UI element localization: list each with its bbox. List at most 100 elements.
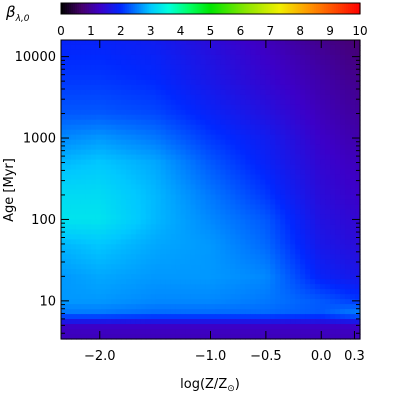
heatmap-cell xyxy=(330,49,336,56)
heatmap-cell xyxy=(340,234,346,240)
heatmap-cell xyxy=(185,269,192,275)
heatmap-cell xyxy=(330,184,336,191)
heatmap-cell xyxy=(130,174,137,181)
heatmap-cell xyxy=(190,209,197,216)
heatmap-cell xyxy=(275,144,281,151)
heatmap-cell xyxy=(85,269,92,275)
heatmap-cell xyxy=(295,44,301,51)
heatmap-cell xyxy=(140,94,147,101)
heatmap-cell xyxy=(285,159,291,166)
heatmap-cell xyxy=(345,184,351,191)
heatmap-cell xyxy=(95,129,102,136)
heatmap-cell xyxy=(180,54,187,61)
heatmap-cell xyxy=(345,134,351,141)
heatmap-cell xyxy=(265,139,271,146)
heatmap-cell xyxy=(195,194,202,201)
heatmap-cell xyxy=(170,299,177,305)
heatmap-cell xyxy=(125,244,132,250)
heatmap-cell xyxy=(315,209,321,216)
heatmap-cell xyxy=(240,69,246,76)
heatmap-cell xyxy=(145,169,152,176)
heatmap-cell xyxy=(235,154,241,161)
heatmap-cell xyxy=(250,324,256,330)
heatmap-cell xyxy=(61,199,67,206)
heatmap-cell xyxy=(210,89,217,96)
heatmap-cell xyxy=(305,104,311,111)
heatmap-cell xyxy=(140,324,147,330)
heatmap-cell xyxy=(185,114,192,121)
heatmap-cell xyxy=(110,94,117,101)
heatmap-cell xyxy=(95,219,102,225)
heatmap-cell xyxy=(240,124,246,131)
heatmap-cell xyxy=(145,144,152,151)
heatmap-cell xyxy=(315,329,321,335)
heatmap-cell xyxy=(185,224,192,230)
heatmap-cell xyxy=(120,134,127,141)
heatmap-cell xyxy=(95,94,102,101)
heatmap-cell xyxy=(210,54,217,61)
heatmap-cell xyxy=(245,104,251,111)
heatmap-cell xyxy=(330,309,336,315)
heatmap-cell xyxy=(225,119,232,126)
heatmap-cell xyxy=(85,299,92,305)
heatmap-cell xyxy=(105,194,112,201)
heatmap-cell xyxy=(90,284,97,290)
heatmap-cell xyxy=(135,194,142,201)
heatmap-cell xyxy=(310,59,316,66)
heatmap-cell xyxy=(265,99,271,106)
heatmap-cell xyxy=(100,294,107,300)
heatmap-cell xyxy=(300,314,306,320)
heatmap-cell xyxy=(200,259,207,265)
heatmap-cell xyxy=(115,314,122,320)
heatmap-cell xyxy=(75,224,82,230)
heatmap-cell xyxy=(105,174,112,181)
heatmap-cell xyxy=(305,184,311,191)
heatmap-cell xyxy=(75,49,82,56)
heatmap-cell xyxy=(210,229,217,235)
heatmap-cell xyxy=(305,40,311,46)
heatmap-cell xyxy=(65,94,72,101)
heatmap-cell xyxy=(175,124,182,131)
heatmap-cell xyxy=(270,314,276,320)
heatmap-cell xyxy=(260,239,266,245)
colorbar-swatch xyxy=(322,3,325,14)
heatmap-cell xyxy=(195,184,202,191)
heatmap-cell xyxy=(120,269,127,275)
heatmap-cell xyxy=(65,244,72,250)
heatmap-cell xyxy=(200,64,207,71)
heatmap-cell xyxy=(110,99,117,106)
heatmap-cell xyxy=(255,59,261,66)
heatmap-cell xyxy=(135,104,142,111)
heatmap-cell xyxy=(200,179,207,186)
heatmap-cell xyxy=(100,309,107,315)
heatmap-cell xyxy=(85,84,92,91)
heatmap-cell xyxy=(85,229,92,235)
heatmap-cell xyxy=(260,69,266,76)
heatmap-cell xyxy=(190,244,197,250)
heatmap-cell xyxy=(75,329,82,335)
heatmap-cell xyxy=(61,319,67,325)
colorbar-swatch xyxy=(302,3,305,14)
heatmap-cell xyxy=(205,229,212,235)
heatmap-cell xyxy=(345,269,351,275)
heatmap-cell xyxy=(330,284,336,290)
heatmap-cell xyxy=(125,319,132,325)
heatmap-cell xyxy=(165,179,172,186)
heatmap-cell xyxy=(225,64,232,71)
heatmap-cell xyxy=(165,74,172,81)
heatmap-cell xyxy=(230,194,237,201)
heatmap-cell xyxy=(210,309,217,315)
heatmap-cell xyxy=(110,289,117,295)
heatmap-cell xyxy=(295,69,301,76)
heatmap-cell xyxy=(65,74,72,81)
heatmap-cell xyxy=(205,284,212,290)
heatmap-cell xyxy=(140,329,147,335)
heatmap-cell xyxy=(330,219,336,225)
heatmap-cell xyxy=(125,209,132,216)
heatmap-cell xyxy=(150,234,157,240)
heatmap-cell xyxy=(180,164,187,171)
heatmap-cell xyxy=(70,104,77,111)
heatmap-cell xyxy=(290,149,296,156)
heatmap-cell xyxy=(120,179,127,186)
heatmap-cell xyxy=(75,274,82,280)
